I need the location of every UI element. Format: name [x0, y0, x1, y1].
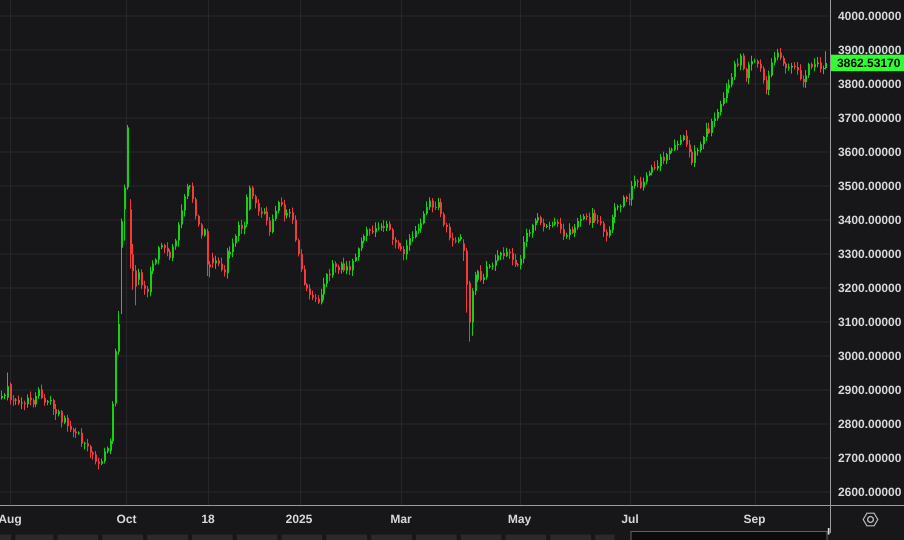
- svg-text:3600.00000: 3600.00000: [838, 145, 902, 159]
- svg-text:2600.00000: 2600.00000: [838, 485, 902, 499]
- svg-text:Aug: Aug: [0, 512, 22, 526]
- svg-text:Oct: Oct: [116, 512, 136, 526]
- svg-text:3100.00000: 3100.00000: [838, 315, 902, 329]
- svg-text:3900.00000: 3900.00000: [838, 43, 902, 57]
- svg-text:3800.00000: 3800.00000: [838, 77, 902, 91]
- svg-text:18: 18: [201, 512, 215, 526]
- svg-text:2800.00000: 2800.00000: [838, 417, 902, 431]
- svg-text:3300.00000: 3300.00000: [838, 247, 902, 261]
- svg-text:3862.53170: 3862.53170: [837, 56, 901, 70]
- svg-text:May: May: [508, 512, 532, 526]
- svg-text:3500.00000: 3500.00000: [838, 179, 902, 193]
- svg-text:2900.00000: 2900.00000: [838, 383, 902, 397]
- svg-text:4000.00000: 4000.00000: [838, 9, 902, 23]
- svg-text:3400.00000: 3400.00000: [838, 213, 902, 227]
- svg-text:Mar: Mar: [390, 512, 412, 526]
- svg-text:2700.00000: 2700.00000: [838, 451, 902, 465]
- svg-text:Sep: Sep: [743, 512, 765, 526]
- svg-text:3700.00000: 3700.00000: [838, 111, 902, 125]
- svg-text:2025: 2025: [286, 512, 313, 526]
- svg-text:Jul: Jul: [621, 512, 638, 526]
- svg-text:3000.00000: 3000.00000: [838, 349, 902, 363]
- svg-text:3200.00000: 3200.00000: [838, 281, 902, 295]
